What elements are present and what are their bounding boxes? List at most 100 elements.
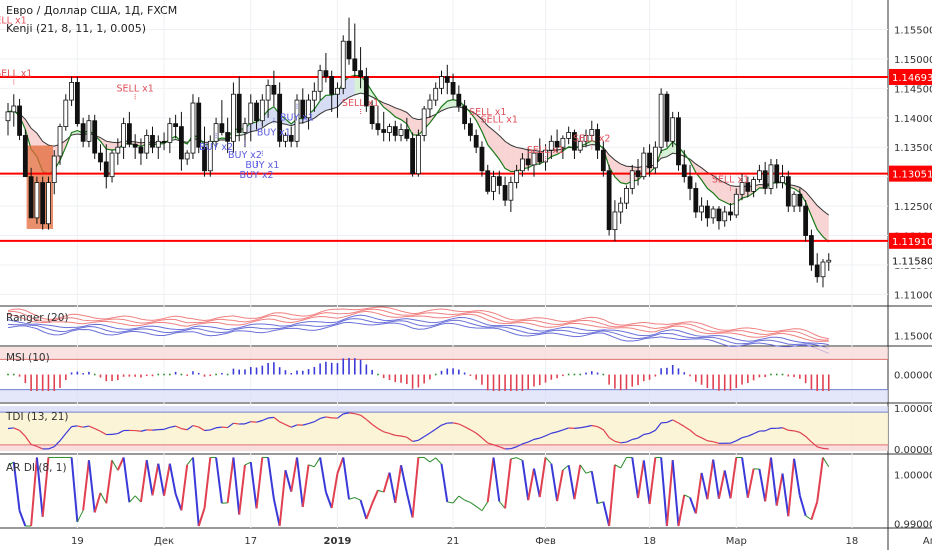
candle-body <box>653 147 657 168</box>
x-tick-label: 17 <box>244 536 257 547</box>
y-tick-label: 1.14500 <box>894 84 932 95</box>
x-tick-label: Фев <box>535 536 556 547</box>
msi-dot <box>776 374 778 376</box>
candle-body <box>769 165 773 189</box>
candle-body <box>6 112 10 121</box>
y-tick-label: 1.14000 <box>894 114 932 125</box>
candle-body <box>41 183 45 224</box>
candle-body <box>359 71 363 77</box>
candle-body <box>624 188 628 203</box>
candle-body <box>405 130 409 139</box>
candle-body <box>127 124 131 145</box>
tdi-line-segment <box>8 428 14 429</box>
ma-cloud-segment <box>355 75 361 94</box>
candle-body <box>18 106 22 135</box>
y-tick-label: 1.15500 <box>894 25 932 36</box>
candle-body <box>520 159 524 171</box>
candle-body <box>422 109 426 135</box>
candle-body <box>440 77 444 89</box>
candle-body <box>104 162 108 177</box>
tdi-y-tick: 1.00000 <box>894 404 932 415</box>
candle-body <box>659 94 663 147</box>
msi-dot <box>435 374 437 376</box>
candle-body <box>231 94 235 141</box>
candle-body <box>214 124 218 142</box>
candle-body <box>197 103 201 147</box>
candle-body <box>260 100 264 121</box>
candle-body <box>786 177 790 206</box>
ma-cloud-segment <box>505 141 511 171</box>
signal-label: SELL x1 <box>117 83 154 94</box>
candle-body <box>272 85 276 94</box>
candle-body <box>387 127 391 133</box>
signal-label: BUY x1 <box>257 127 291 138</box>
tdi-upper-zone <box>0 406 888 412</box>
msi-lower-zone <box>0 390 888 402</box>
candle-body <box>110 153 114 177</box>
candle-body <box>694 188 698 212</box>
candle-body <box>116 147 120 153</box>
candle-body <box>526 159 530 165</box>
candle-body <box>330 77 334 95</box>
candle-body <box>98 153 102 162</box>
signal-label: SELL x1 <box>0 69 32 80</box>
candle-body <box>492 177 496 192</box>
candle-body <box>399 130 403 136</box>
candle-body <box>445 77 449 83</box>
ma-cloud-segment <box>511 145 517 171</box>
candle-body <box>509 183 513 201</box>
msi-dot <box>574 374 576 376</box>
candle-body <box>428 100 432 109</box>
ardi-y-tick: 0.99000 <box>894 520 932 531</box>
msi-dot <box>94 374 96 376</box>
candle-body <box>133 144 137 147</box>
msi-upper-zone <box>0 347 888 359</box>
candle-body <box>729 212 733 215</box>
ma-cloud-segment <box>332 94 338 109</box>
candle-body <box>827 260 831 262</box>
candle-body <box>486 171 490 192</box>
candle-body <box>312 91 316 100</box>
candle-body <box>23 135 27 176</box>
tdi-line-segment <box>216 427 222 428</box>
x-tick-label: 19 <box>71 536 84 547</box>
candle-body <box>457 94 461 106</box>
candle-body <box>139 147 143 153</box>
candle-body <box>474 135 478 147</box>
tdi-title: TDI (13, 21) <box>6 411 69 423</box>
y-tick-label: 1.12500 <box>894 202 932 213</box>
x-tick-label: 21 <box>447 536 460 547</box>
candle-body <box>243 124 247 133</box>
candle-body <box>497 177 501 186</box>
candle-body <box>705 206 709 218</box>
level-price-label: 1.14693 <box>892 73 932 84</box>
candle-body <box>75 82 79 123</box>
candle-body <box>353 59 357 71</box>
candle-body <box>226 132 230 141</box>
candle-body <box>64 100 68 126</box>
candle-body <box>601 150 605 171</box>
candle-body <box>335 88 339 94</box>
candle-body <box>809 236 813 265</box>
candle-body <box>613 212 617 230</box>
candle-body <box>821 262 825 277</box>
signal-label: BUY x1 <box>245 160 279 171</box>
msi-dot <box>770 374 772 376</box>
candle-body <box>58 127 62 156</box>
ranger-y-tick: 1.15000 <box>894 332 932 343</box>
indicator-title: Kenji (21, 8, 11, 1, 0.005) <box>6 22 146 35</box>
candle-body <box>191 103 195 153</box>
candle-body <box>515 171 519 183</box>
candle-body <box>122 124 126 148</box>
candle-body <box>249 103 253 124</box>
y-tick-label: 1.11000 <box>894 290 932 301</box>
candle-body <box>411 138 415 173</box>
msi-dot <box>568 374 570 376</box>
candle-body <box>220 124 224 133</box>
tdi-line-segment <box>395 435 401 436</box>
level-price-label: 1.11910 <box>892 237 932 248</box>
x-tick-label: Апр <box>923 536 932 547</box>
tdi-line-segment <box>135 431 141 432</box>
ardi-y-tick: 1.00000 <box>894 471 932 482</box>
